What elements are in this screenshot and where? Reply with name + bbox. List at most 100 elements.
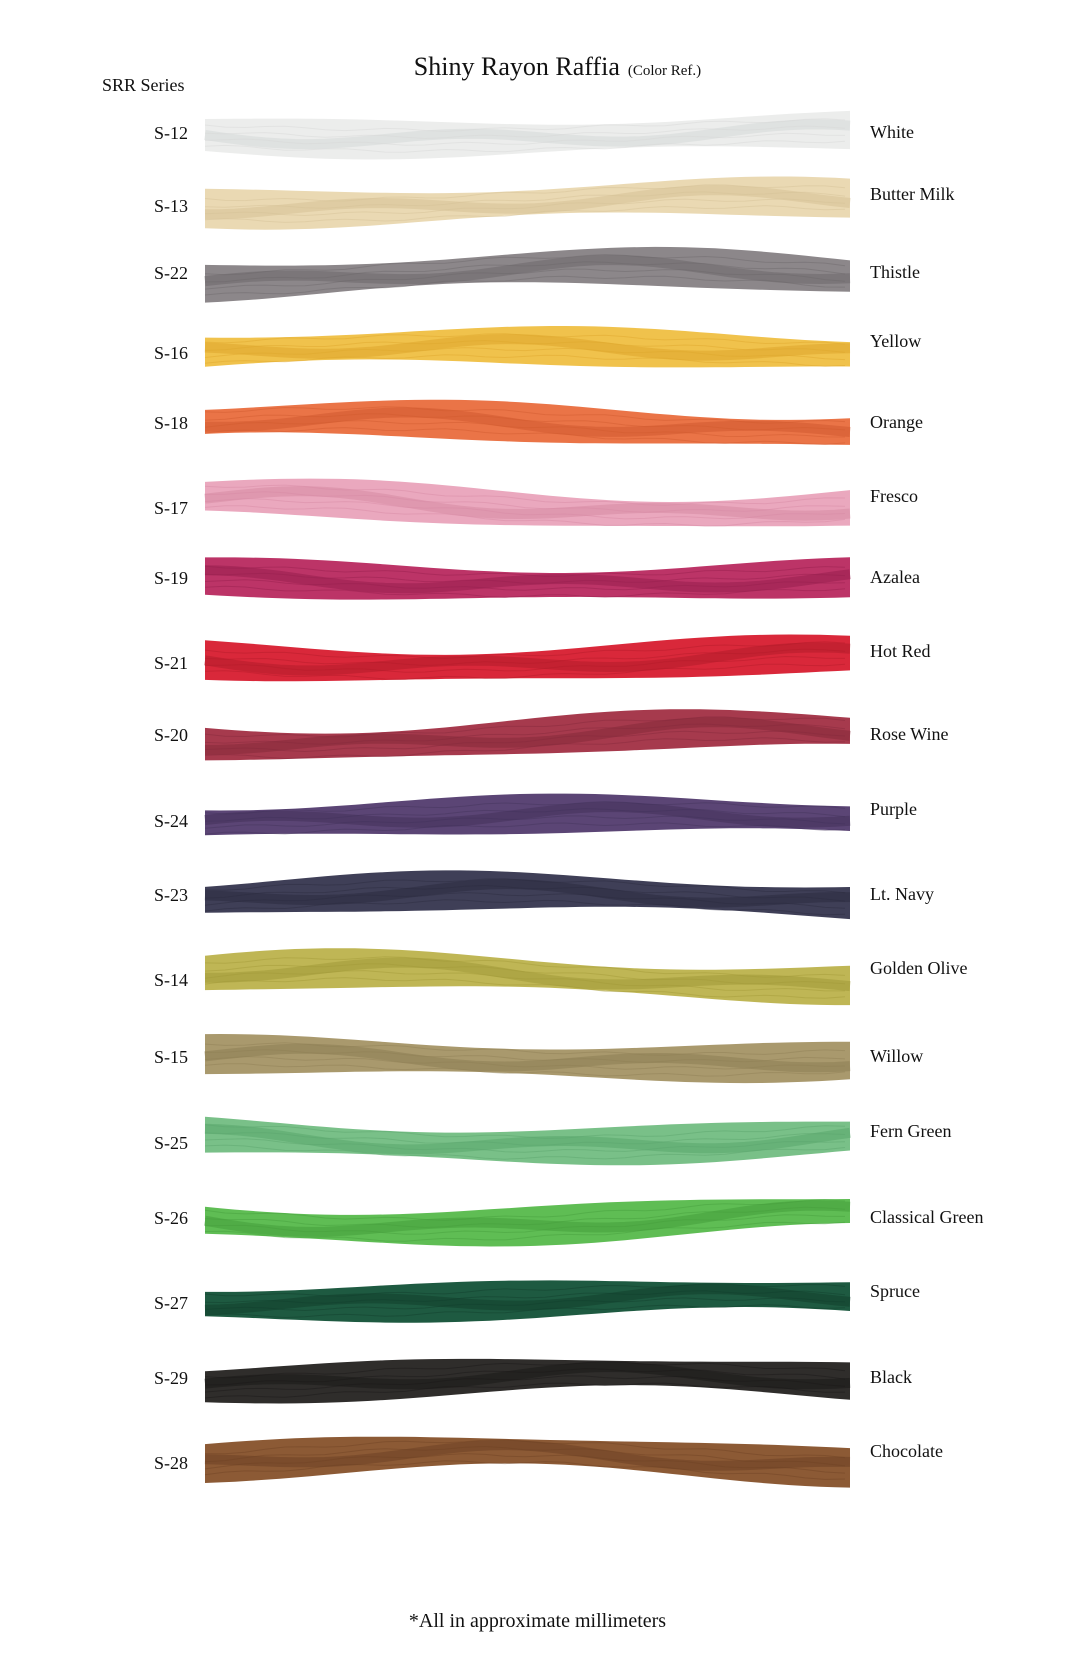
raffia-strand <box>204 399 851 445</box>
swatch-row: S-14 Golden Olive <box>0 942 1075 1012</box>
raffia-strand <box>204 110 851 160</box>
strand-twist <box>204 334 851 361</box>
strand-crinkle <box>204 1042 846 1056</box>
swatch-name: Classical Green <box>870 1207 984 1227</box>
swatch-row: S-21 Hot Red <box>0 625 1075 695</box>
swatch-code: S-24 <box>153 811 188 831</box>
raffia-strand <box>204 557 851 600</box>
raffia-strand <box>204 1280 851 1323</box>
swatch-code: S-18 <box>153 413 188 433</box>
strand-twist <box>204 801 851 828</box>
swatch-name: Black <box>870 1367 912 1387</box>
swatch-name: Hot Red <box>870 641 931 661</box>
strand-twist <box>204 717 851 755</box>
swatch-row: S-15 Willow <box>0 1024 1075 1094</box>
swatch-code: S-25 <box>153 1133 188 1153</box>
swatch-name: Orange <box>870 412 923 432</box>
swatch-row: S-23 Lt. Navy <box>0 862 1075 932</box>
swatch-row: S-19 Azalea <box>0 545 1075 615</box>
strand-crinkle <box>204 963 846 985</box>
strand-twist <box>204 957 851 992</box>
strand-crinkle <box>204 275 846 296</box>
raffia-strand <box>204 793 851 836</box>
raffia-strand <box>204 478 851 527</box>
raffia-strand <box>204 634 851 682</box>
strand-twist <box>204 642 851 676</box>
strand-crinkle <box>204 1056 846 1070</box>
strand-crinkle <box>204 406 846 424</box>
strand-crinkle <box>204 1206 846 1229</box>
strand-crinkle <box>204 1049 846 1063</box>
strand-crinkle <box>204 140 846 153</box>
strand-crinkle <box>204 333 846 345</box>
strand-twist <box>204 407 851 437</box>
swatch-code: S-19 <box>153 568 188 588</box>
strand-crinkle <box>204 892 846 909</box>
swatch-name: Purple <box>870 799 917 819</box>
title-note: (Color Ref.) <box>627 63 702 79</box>
strand-twist <box>204 1123 851 1155</box>
swatch-row: S-17 Fresco <box>0 470 1075 540</box>
swatch-code: S-14 <box>153 970 188 990</box>
swatch-row: S-20 Rose Wine <box>0 702 1075 772</box>
swatch-row: S-13 Butter Milk <box>0 168 1075 238</box>
swatch-row: S-28 Chocolate <box>0 1425 1075 1495</box>
swatch-code: S-22 <box>153 263 188 283</box>
strand-crinkle <box>204 354 846 367</box>
strand-crinkle <box>204 655 846 673</box>
strand-crinkle <box>204 977 846 999</box>
strand-crinkle <box>204 585 846 598</box>
swatch-code: S-28 <box>153 1453 188 1473</box>
strand-crinkle <box>204 491 846 513</box>
strand-crinkle <box>204 268 846 290</box>
swatch-code: S-17 <box>153 498 188 518</box>
swatch-row: S-22 Thistle <box>0 240 1075 310</box>
strand-crinkle <box>204 261 846 283</box>
strand-crinkle <box>204 1290 846 1304</box>
strand-crinkle <box>204 413 846 431</box>
strand-crinkle <box>204 716 846 738</box>
strand-crinkle <box>204 815 846 829</box>
strand-twist <box>204 1440 851 1471</box>
strand-crinkle <box>204 1144 846 1160</box>
swatch-code: S-23 <box>153 885 188 905</box>
strand-twist <box>204 1200 851 1237</box>
footnote: *All in approximate millimeters <box>408 1610 667 1632</box>
swatch-code: S-21 <box>153 653 188 673</box>
strand-crinkle <box>204 1304 846 1319</box>
swatch-name: Thistle <box>870 262 920 282</box>
series-label: SRR Series <box>102 75 185 95</box>
strand-twist <box>204 1361 851 1390</box>
swatch-name: Golden Olive <box>870 958 968 978</box>
raffia-strand <box>204 1034 851 1084</box>
strand-crinkle <box>204 1214 846 1235</box>
strand-crinkle <box>204 730 846 753</box>
raffia-strand <box>204 1436 851 1488</box>
raffia-strand <box>204 1358 851 1404</box>
raffia-strand <box>204 1116 851 1166</box>
swatch-row: S-26 Classical Green <box>0 1185 1075 1255</box>
strand-body <box>205 1034 850 1084</box>
swatch-code: S-27 <box>153 1293 188 1313</box>
strand-crinkle <box>204 663 846 680</box>
strand-crinkle <box>204 1460 846 1480</box>
strand-crinkle <box>204 339 846 353</box>
raffia-strand <box>204 1199 851 1247</box>
strand-crinkle <box>204 505 846 527</box>
strand-twist <box>204 565 851 594</box>
strand-crinkle <box>204 253 846 276</box>
strand-crinkle <box>204 125 846 140</box>
swatch-row: S-18 Orange <box>0 390 1075 460</box>
strand-crinkle <box>204 648 846 667</box>
strand-crinkle <box>204 1199 846 1221</box>
swatch-code: S-26 <box>153 1208 188 1228</box>
strand-crinkle <box>204 420 846 438</box>
raffia-strand <box>204 709 851 761</box>
strand-crinkle <box>204 1283 846 1297</box>
raffia-strand <box>204 870 850 920</box>
swatch-row: S-16 Yellow <box>0 315 1075 385</box>
strand-body <box>205 1436 850 1488</box>
strand-crinkle <box>204 1375 846 1393</box>
strand-crinkle <box>204 1445 846 1467</box>
strand-crinkle <box>204 498 846 520</box>
